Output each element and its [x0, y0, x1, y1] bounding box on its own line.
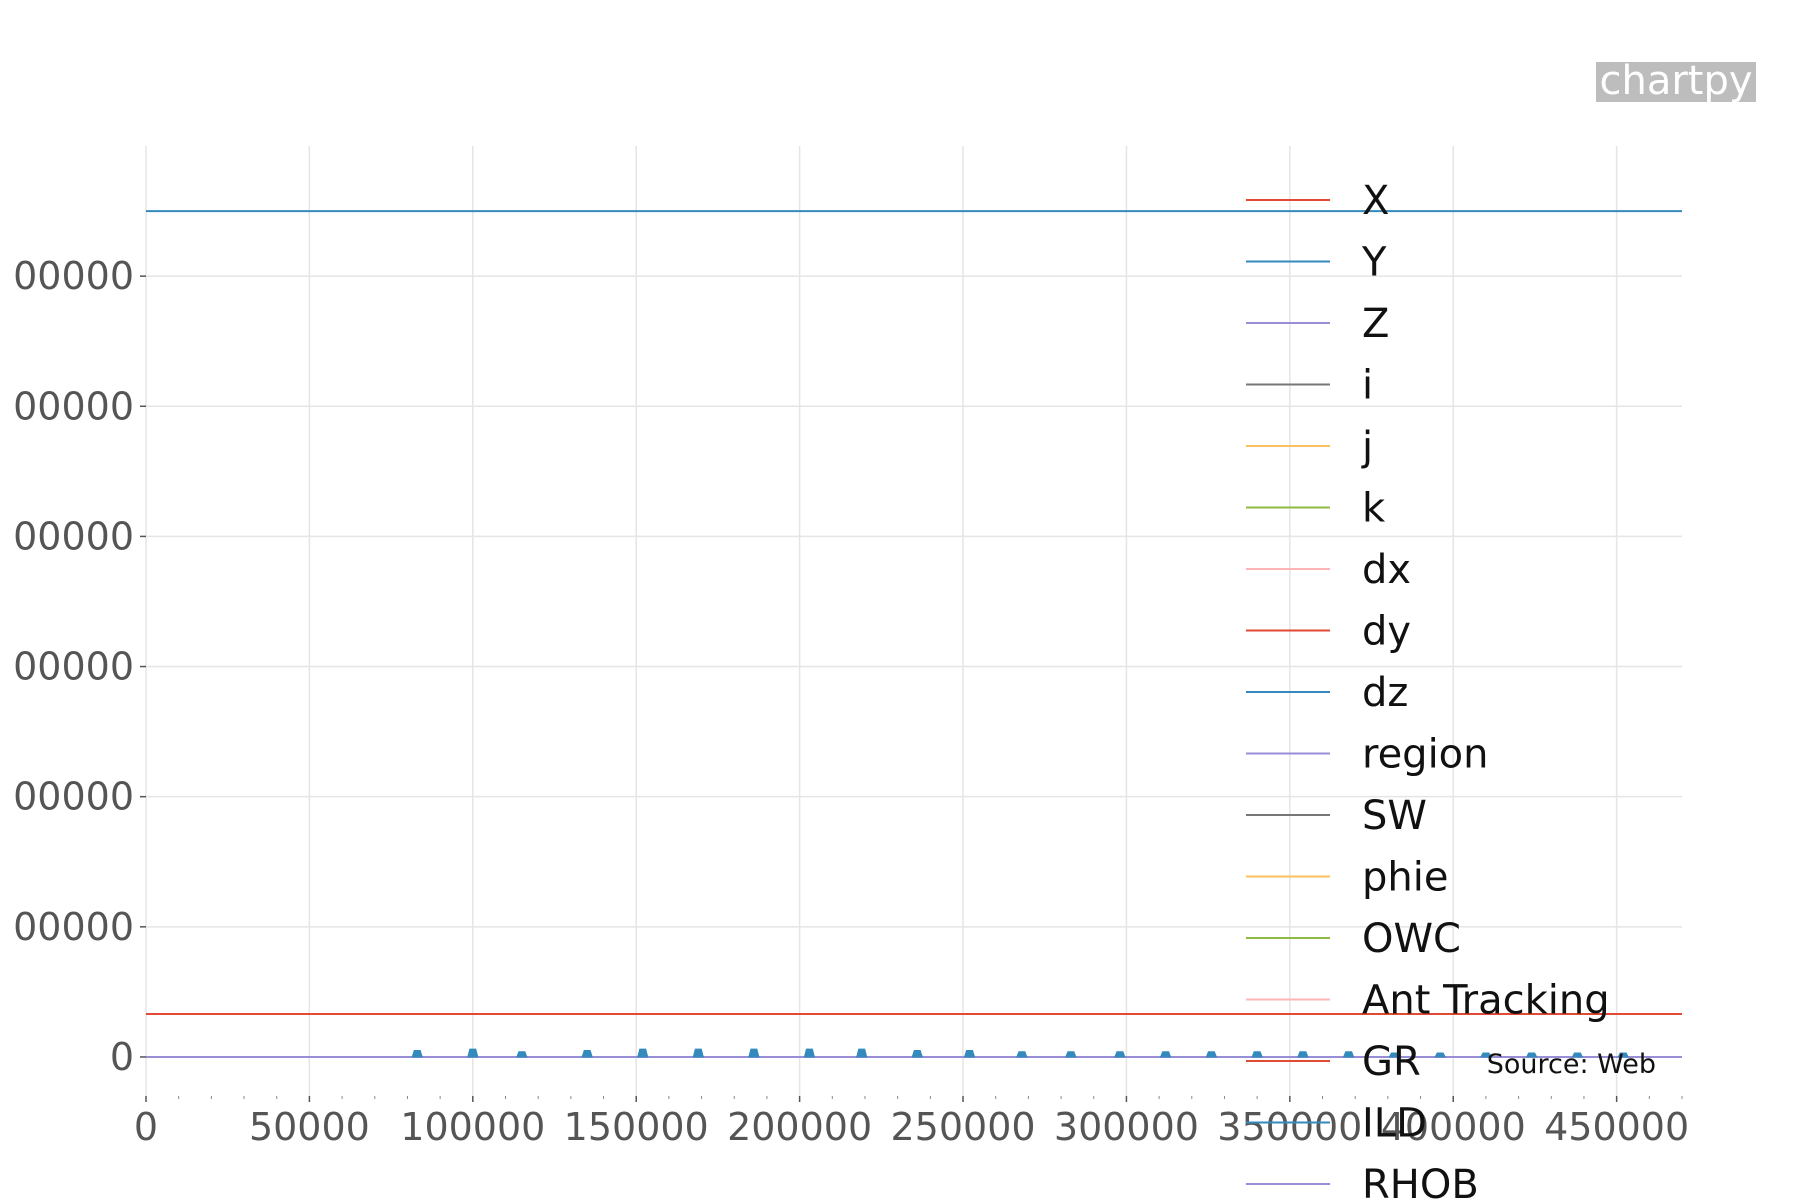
y-tick-label: 00000 [13, 384, 134, 428]
data-spike [1297, 1051, 1309, 1058]
legend-label: phie [1362, 855, 1448, 901]
data-spike [1159, 1051, 1172, 1058]
data-spike [1342, 1051, 1355, 1058]
y-tick-label: 00000 [13, 514, 134, 558]
data-spike [1016, 1051, 1028, 1058]
data-spike [637, 1048, 649, 1058]
legend-label: dx [1362, 547, 1411, 593]
y-tick-label: 00000 [13, 905, 134, 949]
data-spike [1480, 1052, 1492, 1058]
data-spike [963, 1049, 976, 1058]
data-spike [1065, 1051, 1077, 1058]
data-spike [1617, 1052, 1629, 1058]
data-spike [467, 1048, 479, 1058]
watermark: chartpy [1596, 58, 1756, 104]
y-tick-label: 00000 [13, 775, 134, 819]
data-spike [803, 1048, 816, 1058]
x-tick-label: 300000 [1054, 1105, 1199, 1149]
legend-label: Z [1362, 301, 1389, 347]
data-spike [692, 1048, 704, 1058]
x-tick-label: 450000 [1544, 1105, 1689, 1149]
legend-label: ILD [1362, 1101, 1427, 1147]
x-tick-label: 100000 [400, 1105, 545, 1149]
data-spike [1434, 1052, 1446, 1058]
x-axis: 0 50000 100000 150000 200000 250000 300000 3500… [134, 1096, 1689, 1149]
y-tick-label: 0 [110, 1035, 134, 1079]
legend-label: dy [1362, 609, 1411, 655]
legend-label: RHOB [1362, 1162, 1479, 1200]
data-spike [1525, 1052, 1538, 1058]
source-label: Source: Web [1487, 1049, 1656, 1080]
x-tick-label: 250000 [890, 1105, 1035, 1149]
legend-label: k [1362, 486, 1386, 532]
legend-label: dz [1362, 670, 1408, 716]
watermark-background [1596, 62, 1756, 102]
data-spike [1571, 1052, 1584, 1058]
data-spike [856, 1048, 868, 1058]
legend-label: SW [1362, 793, 1427, 839]
legend-label: j [1361, 424, 1373, 470]
data-spike [748, 1048, 760, 1058]
watermark-label: chartpy [1599, 58, 1752, 104]
data-spike [911, 1049, 923, 1058]
x-tick-label: 150000 [564, 1105, 709, 1149]
x-tick-label: 50000 [249, 1105, 370, 1149]
data-spike [1388, 1052, 1401, 1058]
x-tick-label: 200000 [727, 1105, 872, 1149]
x-tick-label: 0 [134, 1105, 158, 1149]
legend-label: GR [1362, 1039, 1421, 1085]
legend-label: X [1362, 178, 1389, 224]
data-spike [1205, 1051, 1218, 1058]
data-spike [1251, 1051, 1263, 1058]
x-tick-label: 400000 [1381, 1105, 1526, 1149]
legend-label: Ant Tracking [1362, 978, 1610, 1024]
legend-label: OWC [1362, 916, 1461, 962]
legend-label: i [1362, 363, 1373, 409]
data-spikes [411, 1048, 1629, 1058]
legend-label: region [1362, 732, 1489, 778]
data-spike [1114, 1051, 1126, 1058]
data-spike [411, 1049, 423, 1058]
data-spike [516, 1051, 528, 1058]
y-tick-label: 00000 [13, 254, 134, 298]
x-tick-label: 350000 [1217, 1105, 1362, 1149]
y-tick-label: 00000 [13, 645, 134, 689]
legend-label: Y [1361, 240, 1387, 286]
data-spike [581, 1049, 593, 1058]
